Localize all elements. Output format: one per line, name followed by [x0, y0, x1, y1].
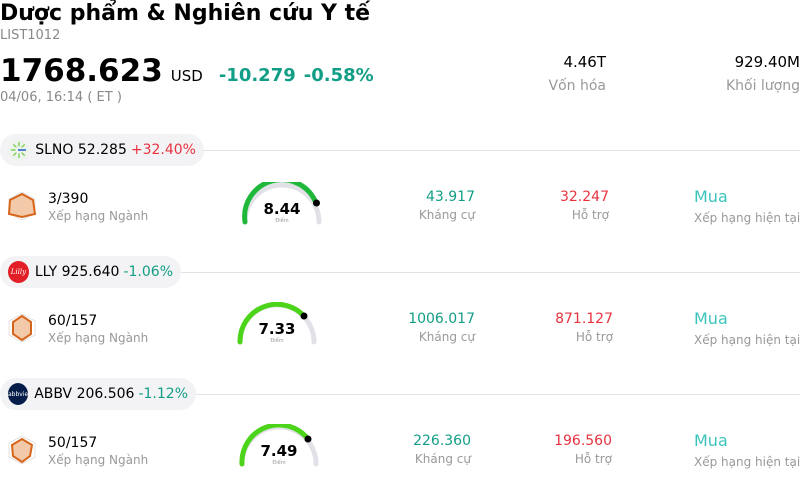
- score-gauge: 7.49 Điểm: [237, 424, 327, 474]
- rating-value: Mua: [694, 431, 728, 450]
- index-price: 1768.623: [0, 53, 163, 89]
- market-cap-value: 4.46T: [563, 53, 606, 71]
- price-change: -10.279: [218, 65, 296, 86]
- change-percent: -1.12%: [138, 386, 188, 402]
- score-gauge: 7.33 Điểm: [235, 302, 325, 352]
- resistance-label: Kháng cự: [418, 330, 475, 344]
- support-label: Hỗ trợ: [571, 208, 609, 222]
- symbol-price: ABBV 206.506: [34, 386, 135, 402]
- stock-pill-lly[interactable]: Lilly LLY 925.640 -1.06%: [0, 256, 181, 288]
- market-cap-stat: 4.46T Vốn hóa: [549, 52, 606, 96]
- rating-label: Xếp hạng hiện tại: [694, 211, 800, 225]
- stock-row-abbv: 50/157 Xếp hạng Ngành 7.49 Điểm 226.360 …: [0, 424, 800, 488]
- support-value: 196.560: [554, 433, 612, 449]
- resistance: 43.917 Kháng cự: [419, 188, 475, 224]
- volume-label: Khối lượng: [725, 78, 800, 94]
- abbvie-logo-icon: abbvie: [8, 383, 29, 405]
- market-cap-label: Vốn hóa: [548, 78, 606, 94]
- rank-label: Xếp hạng Ngành: [48, 209, 149, 223]
- price-change-percent: -0.58%: [303, 65, 374, 86]
- stock-header-slno: SLNO 52.285 +32.40%: [0, 134, 800, 166]
- radar-chart-icon: [8, 435, 36, 465]
- score-gauge: 8.44 Điểm: [240, 182, 330, 232]
- soleno-logo-icon: [8, 139, 30, 161]
- support-value: 871.127: [555, 311, 613, 327]
- current-rating: Mua Xếp hạng hiện tại: [694, 431, 800, 471]
- symbol-price: LLY 925.640: [34, 264, 120, 280]
- resistance-value: 226.360: [413, 433, 471, 449]
- score-value: 8.44: [263, 200, 301, 218]
- rank-label: Xếp hạng Ngành: [48, 331, 149, 345]
- support: 196.560 Hỗ trợ: [554, 432, 612, 468]
- rank-label: Xếp hạng Ngành: [48, 453, 149, 467]
- radar-chart-icon: [8, 313, 36, 343]
- price-row: 1768.623 USD -10.279 -0.58%: [0, 52, 374, 90]
- stock-pill-slno[interactable]: SLNO 52.285 +32.40%: [0, 134, 204, 166]
- rating-label: Xếp hạng hiện tại: [694, 455, 800, 469]
- change-percent: -1.06%: [123, 264, 173, 280]
- resistance-label: Kháng cự: [418, 208, 475, 222]
- score-value: 7.33: [258, 320, 296, 338]
- industry-rank: 50/157 Xếp hạng Ngành: [48, 434, 148, 468]
- rank-value: 3/390: [48, 191, 89, 207]
- support-label: Hỗ trợ: [574, 452, 612, 466]
- resistance-value: 43.917: [426, 189, 475, 205]
- divider: [196, 394, 800, 395]
- symbol-price: SLNO 52.285: [35, 142, 127, 158]
- rating-label: Xếp hạng hiện tại: [694, 333, 800, 347]
- resistance-label: Kháng cự: [414, 452, 471, 466]
- rank-value: 60/157: [48, 313, 98, 329]
- stock-header-abbv: abbvie ABBV 206.506 -1.12%: [0, 378, 800, 410]
- volume-value: 929.40M: [734, 53, 800, 71]
- resistance: 1006.017 Kháng cự: [408, 310, 475, 346]
- lilly-logo-icon: Lilly: [8, 261, 29, 283]
- score-label: Điểm: [270, 338, 284, 344]
- rank-value: 50/157: [48, 435, 98, 451]
- support: 871.127 Hỗ trợ: [555, 310, 613, 346]
- stock-row-lly: 60/157 Xếp hạng Ngành 7.33 Điểm 1006.017…: [0, 302, 800, 366]
- stock-header-lly: Lilly LLY 925.640 -1.06%: [0, 256, 800, 288]
- timestamp: 04/06, 16:14 ( ET ): [0, 90, 122, 105]
- score-label: Điểm: [275, 218, 289, 224]
- change-percent: +32.40%: [130, 142, 196, 158]
- rating-value: Mua: [694, 309, 728, 328]
- list-id: LIST1012: [0, 28, 61, 43]
- page-title: Dược phẩm & Nghiên cứu Y tế: [0, 1, 371, 26]
- volume-stat: 929.40M Khối lượng: [726, 52, 800, 96]
- industry-rank: 3/390 Xếp hạng Ngành: [48, 190, 148, 224]
- divider: [181, 272, 800, 273]
- industry-rank: 60/157 Xếp hạng Ngành: [48, 312, 148, 346]
- score-value: 7.49: [260, 442, 298, 460]
- resistance-value: 1006.017: [408, 311, 475, 327]
- currency: USD: [170, 67, 203, 85]
- stock-pill-abbv[interactable]: abbvie ABBV 206.506 -1.12%: [0, 378, 196, 410]
- support-value: 32.247: [560, 189, 609, 205]
- divider: [204, 150, 800, 151]
- current-rating: Mua Xếp hạng hiện tại: [694, 187, 800, 227]
- stock-row-slno: 3/390 Xếp hạng Ngành 8.44 Điểm 43.917 Kh…: [0, 182, 800, 244]
- support: 32.247 Hỗ trợ: [560, 188, 609, 224]
- radar-chart-icon: [7, 191, 37, 221]
- rating-value: Mua: [694, 187, 728, 206]
- current-rating: Mua Xếp hạng hiện tại: [694, 309, 800, 349]
- score-label: Điểm: [272, 460, 286, 466]
- support-label: Hỗ trợ: [575, 330, 613, 344]
- resistance: 226.360 Kháng cự: [413, 432, 471, 468]
